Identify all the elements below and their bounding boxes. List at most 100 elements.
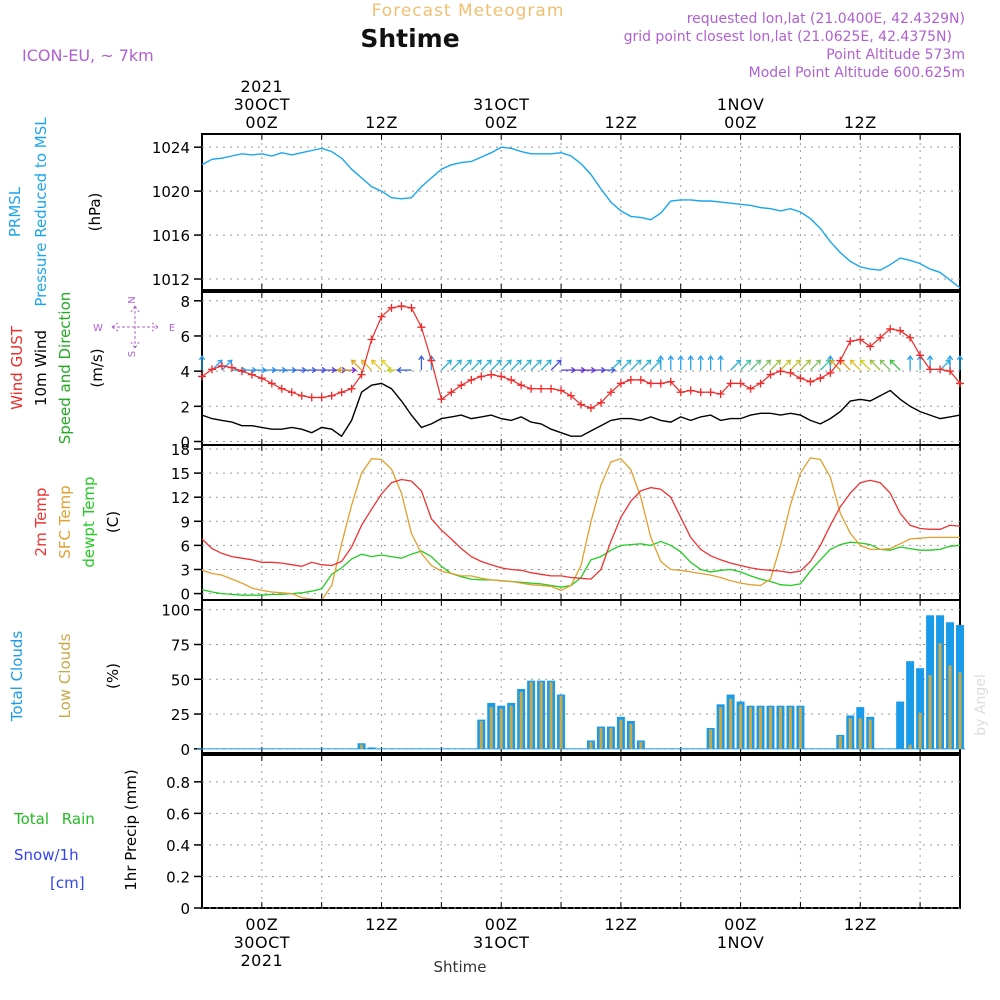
- gust-marker: [806, 377, 815, 386]
- wind-arrow-head: [956, 354, 964, 361]
- gust-marker: [896, 326, 905, 335]
- y-tick-label: 25: [171, 706, 190, 724]
- wind-arrow: [361, 359, 373, 371]
- wind-arrow: [510, 359, 522, 371]
- gust-marker: [477, 372, 486, 381]
- gust-marker: [696, 388, 705, 397]
- gust-marker: [427, 356, 436, 365]
- total-cloud-bar: [906, 661, 915, 749]
- top-time-label: 2021: [240, 77, 283, 96]
- y-tick-label: 1012: [152, 271, 190, 289]
- gust-marker: [676, 388, 685, 397]
- pressure-panel: 1012 1016 1020 1024: [152, 133, 961, 291]
- wind-axis-label: 10m Wind: [32, 330, 50, 406]
- wind-arrow-head: [829, 359, 836, 365]
- wind-arrow: [470, 359, 482, 371]
- gust-marker: [447, 388, 456, 397]
- gust-marker: [706, 388, 715, 397]
- gust-marker: [646, 379, 655, 388]
- gust-marker: [337, 388, 346, 397]
- low-cloud-bar: [908, 744, 912, 749]
- low-cloud-bar: [639, 741, 643, 749]
- low-cloud-bar: [539, 682, 543, 749]
- y-tick-label: 0.6: [166, 805, 190, 823]
- y-tick-label: 0.8: [166, 774, 190, 792]
- top-time-label: 12Z: [844, 113, 877, 132]
- wind-arrow-head: [546, 359, 552, 365]
- gust-marker: [277, 384, 286, 393]
- wind-arrow-head: [626, 359, 632, 365]
- wind-arrow: [351, 359, 363, 371]
- wind-arrow-head: [735, 359, 742, 365]
- point-altitude: Point Altitude 573m: [826, 47, 965, 63]
- low-cloud-bar: [938, 643, 942, 749]
- gust-marker: [936, 365, 945, 374]
- gust-marker: [547, 384, 556, 393]
- wind-arrow: [850, 359, 861, 371]
- meteogram-title: Forecast Meteogram: [372, 1, 565, 21]
- bottom-time-label: 2021: [240, 951, 283, 970]
- wind-arrow-head: [889, 359, 895, 365]
- wind-arrow-head: [926, 354, 934, 361]
- wind-arrow-head: [418, 354, 425, 361]
- gust-marker: [776, 367, 785, 376]
- low-cloud-bar: [589, 741, 593, 749]
- location-name: Shtime: [360, 24, 459, 53]
- panel-frame: [201, 291, 961, 446]
- wind-arrow: [840, 359, 851, 371]
- wind-arrow-head: [859, 359, 865, 365]
- wind-arrow-head: [667, 354, 674, 361]
- wind-arrow-head: [496, 359, 502, 365]
- gust-marker: [417, 323, 426, 332]
- clouds-axis-label: Total Clouds: [8, 631, 26, 723]
- wind-arrow-head: [516, 359, 522, 365]
- wind-arrow-head: [657, 354, 664, 361]
- gust-marker: [876, 333, 885, 342]
- gust-marker: [616, 379, 625, 388]
- gust-marker: [886, 324, 895, 333]
- gust-marker: [327, 391, 336, 400]
- gust-marker: [537, 384, 546, 393]
- wind-arrow: [770, 359, 781, 371]
- top-time-label: 30OCT: [234, 95, 290, 114]
- y-tick-label: 12: [171, 489, 190, 507]
- gust-marker: [636, 375, 645, 384]
- wind-arrow-head: [526, 359, 532, 365]
- gust-marker: [267, 379, 276, 388]
- compass-south: S: [127, 351, 138, 357]
- top-time-label: 31OCT: [473, 95, 529, 114]
- wind-arrow-head: [827, 354, 834, 361]
- wind-arrow: [730, 359, 741, 371]
- wind-arrow: [640, 359, 652, 371]
- clouds-panel: 0 25 50 75 100: [161, 599, 965, 759]
- wind-arrow: [500, 359, 512, 371]
- wind-arrow-head: [386, 366, 392, 374]
- wind-arrow: [650, 359, 662, 371]
- wind-arrow-head: [717, 354, 724, 361]
- low-cloud-bar: [778, 707, 782, 749]
- gust-marker: [247, 370, 256, 379]
- gust-marker: [297, 391, 306, 400]
- gust-marker: [527, 384, 536, 393]
- compass-east: E: [169, 323, 175, 334]
- pressure-axis-label: Pressure Reduced to MSL: [32, 117, 50, 307]
- bottom-time-label: 12Z: [844, 915, 877, 934]
- gust-marker: [586, 404, 595, 413]
- gust-marker: [227, 363, 236, 372]
- wind-arrow: [550, 359, 562, 371]
- y-tick-label: 50: [171, 671, 190, 689]
- gust-marker: [567, 391, 576, 400]
- y-tick-label: 1020: [152, 183, 190, 201]
- low-cloud-bar: [769, 707, 772, 749]
- wind-arrow-head: [946, 354, 954, 361]
- y-tick-label: 6: [180, 328, 190, 346]
- wind-arrow-head: [428, 354, 435, 361]
- wind-arrow-head: [677, 354, 684, 361]
- wind-arrow-head: [350, 359, 357, 365]
- wind-arrow-head: [879, 359, 885, 365]
- low-cloud-bar: [719, 707, 723, 749]
- wind-arrow: [760, 359, 771, 371]
- low-cloud-bar: [559, 695, 563, 749]
- gust-marker: [467, 375, 476, 384]
